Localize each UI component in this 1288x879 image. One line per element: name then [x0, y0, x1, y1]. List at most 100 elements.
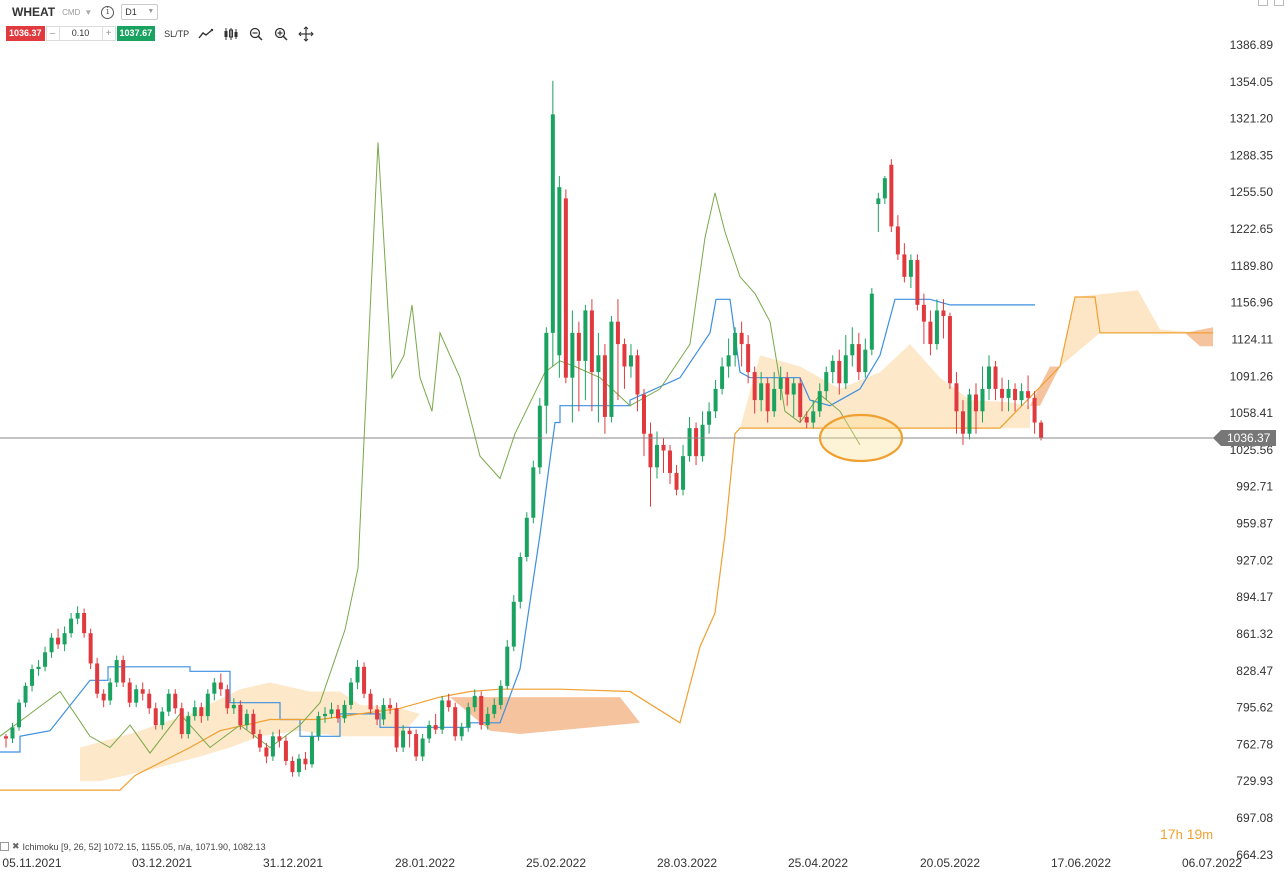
candle-body — [537, 405, 542, 468]
maximize-icon[interactable] — [1274, 0, 1284, 6]
cloud-bullish — [80, 682, 420, 782]
line-chart-icon[interactable] — [198, 26, 214, 42]
price-tick-label: 894.17 — [1236, 590, 1273, 604]
candle-body — [427, 725, 432, 739]
candle-body — [82, 613, 87, 634]
zoom-in-icon[interactable] — [273, 26, 289, 42]
date-tick-label: 03.12.2021 — [132, 856, 192, 870]
candle-body — [36, 666, 41, 670]
quantity-input[interactable]: 0.10 — [58, 27, 103, 40]
candle-body — [186, 716, 191, 735]
price-tick-label: 664.23 — [1236, 848, 1273, 862]
price-tick-label: 927.02 — [1236, 553, 1273, 567]
price-tick-label: 1255.50 — [1230, 185, 1274, 199]
candle-body — [140, 689, 145, 694]
candle-body — [173, 693, 178, 709]
crosshair-icon[interactable] — [298, 25, 314, 42]
candles-icon[interactable] — [223, 26, 239, 42]
candle-body — [192, 707, 197, 717]
ichimoku-cloud — [80, 290, 1213, 782]
buy-button[interactable]: 1037.67 — [116, 26, 156, 41]
price-tick-label: 1091.26 — [1230, 369, 1274, 383]
candle-body — [231, 704, 236, 709]
candle-body — [993, 366, 998, 389]
candle-body — [778, 377, 783, 389]
symbol-dropdown-icon[interactable]: ▼ — [84, 7, 93, 17]
candle-body — [166, 693, 171, 712]
symbol-name[interactable]: WHEAT — [12, 5, 56, 19]
close-icon[interactable]: ✖ — [12, 841, 20, 851]
info-icon[interactable]: i — [101, 5, 115, 19]
candle-body — [225, 689, 230, 709]
candle-body — [1032, 397, 1037, 423]
decrease-button[interactable]: – — [49, 28, 56, 39]
chikou-line — [0, 142, 861, 754]
price-tick-label: 992.71 — [1236, 480, 1273, 494]
candle-body — [915, 260, 920, 305]
candle-body — [264, 747, 269, 757]
candle-body — [752, 372, 757, 401]
candle-body — [622, 344, 627, 367]
quantity-stepper[interactable]: – 0.10 + — [45, 26, 116, 41]
candle-body — [889, 164, 894, 227]
current-price-tag: 1036.37 — [1212, 430, 1277, 446]
candle-body — [1013, 388, 1018, 401]
candle-body — [726, 355, 731, 367]
candle-body — [856, 344, 861, 373]
date-tick-label: 28.01.2022 — [395, 856, 455, 870]
candle-body — [759, 383, 764, 401]
candle-body — [108, 682, 113, 701]
candle-body — [817, 391, 822, 412]
candle-body — [628, 355, 633, 367]
date-tick-label: 17.06.2022 — [1051, 856, 1111, 870]
date-tick-label: 31.12.2021 — [263, 856, 323, 870]
candle-body — [557, 187, 562, 356]
candle-body — [609, 321, 614, 417]
candle-body — [733, 332, 738, 356]
candle-body — [908, 260, 913, 277]
candle-body — [804, 416, 809, 423]
candle-body — [270, 736, 275, 757]
candle-body — [43, 652, 48, 667]
candle-body — [492, 704, 497, 714]
date-tick-label: 06.07.2022 — [1182, 856, 1242, 870]
candle-body — [765, 383, 770, 412]
timeframe-select[interactable]: D1 ▼ — [121, 4, 159, 20]
increase-button[interactable]: + — [105, 28, 112, 39]
candle-body — [596, 355, 601, 373]
candle-body — [655, 444, 659, 468]
price-tick-label: 861.32 — [1236, 627, 1273, 641]
candle-body — [550, 114, 555, 333]
candle-body — [772, 388, 777, 412]
price-tick-label: 729.93 — [1236, 774, 1273, 788]
candle-body — [4, 736, 8, 739]
price-tick-label: 828.47 — [1236, 664, 1273, 678]
candle-body — [114, 660, 119, 683]
candle-body — [472, 695, 477, 708]
candle-body — [479, 695, 484, 726]
candle-body — [329, 709, 334, 714]
candle-body — [980, 388, 985, 412]
candle-body — [296, 758, 301, 773]
candle-body — [863, 349, 868, 373]
candle-body — [902, 254, 907, 277]
settings-icon[interactable] — [0, 842, 9, 851]
zoom-out-icon[interactable] — [248, 26, 264, 42]
sltp-button[interactable]: SL/TP — [164, 28, 190, 39]
candle-body — [739, 332, 744, 345]
candle-body — [1019, 391, 1024, 401]
sell-button[interactable]: 1036.37 — [6, 26, 45, 41]
candle-body — [316, 716, 321, 737]
candle-body — [1039, 422, 1044, 439]
minimize-icon[interactable] — [1258, 0, 1268, 6]
candle-body — [62, 633, 67, 645]
candle-body — [218, 682, 223, 690]
indicator-legend-text: Ichimoku [9, 26, 52] 1072.15, 1155.05, n… — [22, 841, 266, 852]
cloud-bullish — [1060, 290, 1200, 367]
date-tick-label: 25.04.2022 — [788, 856, 848, 870]
candle-body — [947, 316, 952, 384]
candle-body — [309, 736, 314, 765]
price-tick-label: 1354.05 — [1230, 75, 1274, 89]
candle-body — [342, 704, 347, 719]
